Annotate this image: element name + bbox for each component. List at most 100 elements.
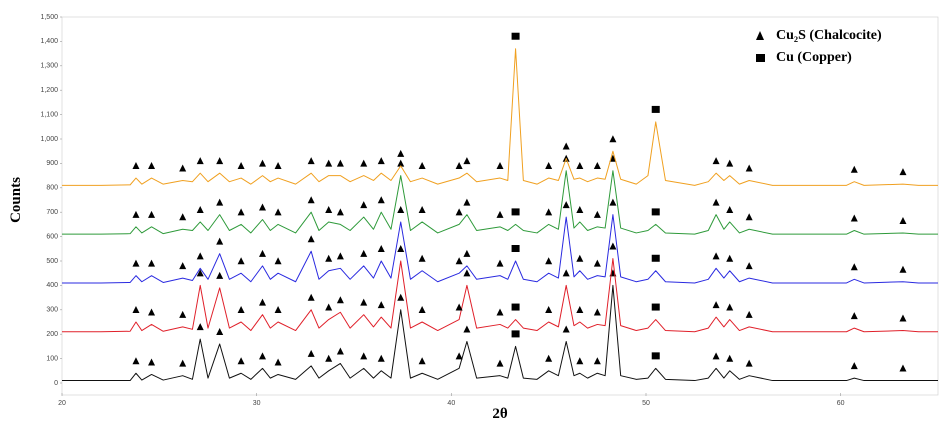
y-tick-label: 300 xyxy=(46,307,58,314)
peak-marker xyxy=(850,263,858,271)
peak-marker xyxy=(274,358,282,366)
peak-marker xyxy=(397,159,405,167)
peak-marker xyxy=(511,208,520,216)
y-tick-label: 500 xyxy=(46,258,58,265)
peak-marker xyxy=(274,257,282,265)
peak-marker xyxy=(651,254,660,262)
peak-marker xyxy=(593,162,601,170)
peak-marker xyxy=(237,357,245,365)
y-tick-label: 1,500 xyxy=(40,14,58,21)
peak-marker xyxy=(593,357,601,365)
peak-marker xyxy=(745,359,753,367)
y-tick-label: 900 xyxy=(46,160,58,167)
peak-marker xyxy=(545,208,553,216)
peak-marker xyxy=(360,298,368,306)
y-tick-label: 0 xyxy=(54,380,58,387)
peak-marker xyxy=(593,259,601,267)
plot-frame xyxy=(61,16,939,396)
y-tick-label: 1,200 xyxy=(40,87,58,94)
x-axis-title: 2θ xyxy=(492,406,508,422)
peak-marker xyxy=(576,254,584,262)
y-tick-label: 1,000 xyxy=(40,136,58,143)
peak-marker xyxy=(745,164,753,172)
peak-marker xyxy=(576,205,584,213)
peak-marker xyxy=(237,208,245,216)
peak-marker xyxy=(850,362,858,370)
series-line xyxy=(62,48,938,186)
peak-marker xyxy=(463,269,471,277)
legend-symbol xyxy=(756,54,765,62)
peak-marker xyxy=(377,245,385,252)
peak-marker xyxy=(259,298,267,306)
peak-marker xyxy=(609,242,617,250)
y-tick-label: 1,400 xyxy=(40,38,58,45)
peak-marker xyxy=(360,159,368,167)
peak-marker xyxy=(274,208,282,216)
peak-marker xyxy=(418,254,426,262)
y-tick-label: 100 xyxy=(46,355,58,362)
series-line xyxy=(62,214,938,284)
peak-marker xyxy=(496,162,504,170)
peak-marker xyxy=(545,354,553,362)
peak-marker xyxy=(148,210,156,218)
peak-marker xyxy=(336,296,344,304)
x-tick-label: 40 xyxy=(447,400,455,407)
peak-marker xyxy=(545,257,553,265)
peak-marker xyxy=(132,259,140,267)
series-line xyxy=(62,258,938,333)
peak-marker xyxy=(712,352,720,360)
peak-marker xyxy=(576,162,584,170)
peak-marker xyxy=(336,208,344,216)
y-tick-label: 200 xyxy=(46,331,58,338)
peak-marker xyxy=(455,257,463,265)
peak-marker xyxy=(196,205,204,213)
peak-marker xyxy=(593,308,601,316)
peak-marker xyxy=(496,308,504,316)
peak-marker xyxy=(377,301,385,309)
peak-marker xyxy=(593,210,601,218)
peak-marker xyxy=(496,359,504,367)
peak-marker xyxy=(196,252,204,260)
peak-marker xyxy=(712,157,720,165)
peak-marker xyxy=(418,306,426,313)
peak-marker xyxy=(179,164,187,172)
peak-marker xyxy=(397,245,405,252)
legend-label: Cu₂S (Chalcocite) xyxy=(776,28,882,43)
peak-marker xyxy=(237,257,245,265)
peak-marker xyxy=(196,157,204,165)
peak-marker xyxy=(562,269,570,277)
peak-marker xyxy=(651,105,660,113)
peak-marker xyxy=(216,237,224,245)
peak-marker xyxy=(148,259,156,267)
peak-marker xyxy=(455,352,463,360)
peak-marker xyxy=(545,306,553,313)
peak-marker xyxy=(463,249,471,257)
x-tick-label: 50 xyxy=(642,400,650,407)
y-tick-label: 400 xyxy=(46,282,58,289)
peak-marker xyxy=(609,135,617,143)
peak-marker xyxy=(850,165,858,173)
peak-marker xyxy=(196,323,204,331)
legend-symbol xyxy=(756,31,764,40)
peak-marker xyxy=(651,352,660,360)
peak-marker xyxy=(132,306,140,313)
peak-marker xyxy=(216,271,224,279)
peak-marker xyxy=(148,162,156,170)
peak-marker xyxy=(418,205,426,213)
legend-label: Cu (Copper) xyxy=(776,50,852,65)
peak-marker xyxy=(609,154,617,162)
peak-marker xyxy=(179,262,187,270)
y-tick-label: 1,300 xyxy=(40,63,58,70)
peak-marker xyxy=(377,196,385,204)
series-line xyxy=(62,170,938,235)
peak-marker xyxy=(336,252,344,260)
peak-marker xyxy=(132,357,140,365)
peak-marker xyxy=(179,310,187,318)
peak-marker xyxy=(216,327,224,335)
peak-marker xyxy=(562,142,570,150)
peak-marker xyxy=(336,347,344,355)
peak-marker xyxy=(237,162,245,170)
peak-marker xyxy=(850,312,858,320)
peak-marker xyxy=(418,357,426,365)
